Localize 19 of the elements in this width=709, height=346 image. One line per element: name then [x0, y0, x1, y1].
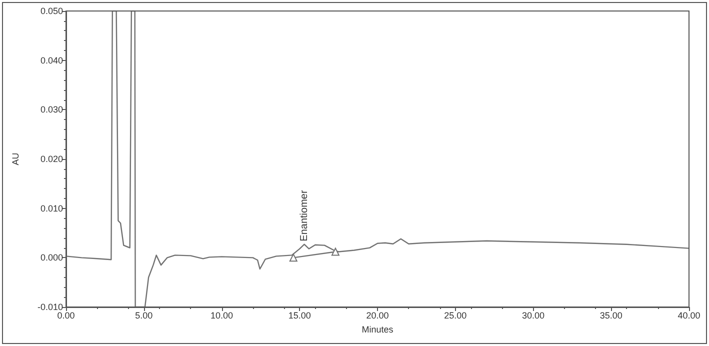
y-tick-label: 0.030 [40, 104, 63, 115]
y-axis-title: AU [10, 152, 20, 166]
x-tick-label: 10.00 [210, 310, 234, 320]
y-tick-label: 0.040 [40, 55, 63, 66]
x-tick-label: 30.00 [522, 310, 545, 320]
x-tick-label: 0.00 [57, 310, 75, 320]
x-tick-label: 5.00 [135, 310, 153, 320]
x-tick-label: 15.00 [288, 310, 311, 320]
y-tick-label: -0.010 [37, 302, 63, 312]
annotation: Enantiomer [298, 190, 310, 242]
x-tick-label: 40.00 [678, 310, 700, 320]
y-tick-label: 0.010 [40, 203, 63, 214]
y-tick-label: 0.050 [40, 6, 63, 16]
x-tick-label: 25.00 [444, 310, 467, 320]
x-tick-label: 20.00 [366, 310, 389, 320]
x-axis-title: Minutes [362, 324, 394, 334]
y-tick-label: 0.020 [40, 154, 63, 164]
y-tick-label: 0.000 [40, 252, 63, 263]
x-tick-label: 35.00 [600, 310, 622, 320]
